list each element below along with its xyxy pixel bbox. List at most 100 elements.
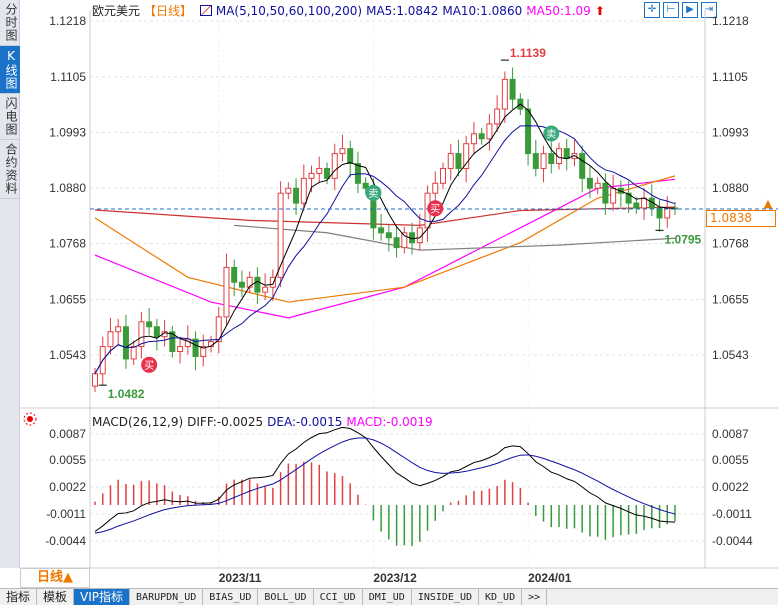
sidebar-tab-contract-info[interactable]: 合约资料 <box>0 140 20 199</box>
sell-signal-icon <box>543 125 560 142</box>
candle-body <box>169 331 176 353</box>
candle-body <box>254 276 261 293</box>
candle-body <box>440 167 446 184</box>
crosshair-icon[interactable]: ✛ <box>644 2 660 18</box>
candle-body <box>107 331 114 348</box>
price-tick-left: 1.0655 <box>49 293 86 307</box>
candle-body <box>378 227 385 234</box>
candle-body <box>146 321 153 328</box>
candle-body <box>200 346 207 357</box>
candle-body <box>656 207 663 219</box>
indicator-tab[interactable]: CCI_UD <box>314 589 363 605</box>
candle-body <box>262 286 269 293</box>
indicator-tab[interactable]: BARUPDN_UD <box>130 589 204 605</box>
kline-chart[interactable]: 1.1218 1.1218 1.1105 1.1105 1.0993 1.0993 1.08… <box>0 0 778 588</box>
symbol-name: 欧元美元 <box>92 4 141 18</box>
diff-value: DIFF:-0.0025 <box>187 415 264 429</box>
candle-body <box>494 108 501 125</box>
price-tick-left: 1.0543 <box>49 348 86 362</box>
indicator-tab[interactable]: 指标 <box>0 589 38 605</box>
candle-body <box>556 148 562 165</box>
candle-body <box>122 326 129 360</box>
candle-body <box>246 276 253 288</box>
macd-tick-left: 0.0022 <box>49 480 86 494</box>
price-tick-right: 1.0768 <box>712 237 749 251</box>
current-price-label: 1.0838 <box>706 210 776 227</box>
macd-tick-right: 0.0022 <box>712 480 749 494</box>
buy-signal-icon <box>141 356 158 373</box>
candle-body <box>238 281 245 288</box>
candle-body <box>192 338 199 357</box>
period-button[interactable]: 日线▲ <box>20 568 90 588</box>
signal-label: 买 <box>144 360 154 372</box>
macd-tick-right: -0.0044 <box>712 534 753 548</box>
candle-body <box>401 232 408 249</box>
price-tick-right: 1.0880 <box>712 181 749 195</box>
chart-toolbar: ✛ ⊢ ▶ ⇥ <box>644 2 717 18</box>
indicator-tab[interactable]: VIP指标 <box>74 589 131 605</box>
indicator-tab[interactable]: INSIDE_UD <box>412 589 479 605</box>
indicator-tab[interactable]: BIAS_UD <box>203 589 259 605</box>
ma-line-ma50 <box>94 178 676 319</box>
indicator-tab[interactable]: 模板 <box>37 589 75 605</box>
price-tick-left: 1.0768 <box>49 237 86 251</box>
candle-body <box>610 187 617 204</box>
ma10-line <box>94 125 676 375</box>
candle-body <box>548 153 555 165</box>
indicator-tab[interactable]: DMI_UD <box>363 589 412 605</box>
candle-body <box>447 153 454 169</box>
candle-body <box>300 177 307 204</box>
candle-body <box>316 167 323 174</box>
price-tick-left: 1.0993 <box>49 125 86 139</box>
price-annotation: 1.1139 <box>510 46 546 60</box>
indicator-tab[interactable]: >> <box>522 589 548 605</box>
candle-body <box>362 182 369 189</box>
diff-line <box>94 426 676 532</box>
candle-body <box>532 153 539 169</box>
indicator-tab[interactable]: KD_UD <box>479 589 523 605</box>
ma50-value: MA50:1.09 <box>526 4 591 18</box>
sidebar-tab-flash[interactable]: 闪电图 <box>0 94 20 140</box>
price-up-marker-icon: ▲ <box>764 197 773 210</box>
candle-body <box>563 148 570 160</box>
dea-line <box>94 437 676 534</box>
macd-label: MACD(26,12,9) <box>92 415 184 429</box>
candle-body <box>486 123 493 140</box>
sidebar-tab-timeshare[interactable]: 分时图 <box>0 0 20 46</box>
candle-body <box>579 153 586 179</box>
price-annotation: 1.0795 <box>665 232 702 246</box>
sidebar-tab-kline[interactable]: K线图 <box>0 46 20 94</box>
candle-body <box>393 237 400 249</box>
date-label: 2023/11 <box>219 571 262 585</box>
candle-body <box>277 192 284 278</box>
candle-body <box>648 197 655 209</box>
candle-body <box>115 326 122 333</box>
date-label: 2024/01 <box>528 571 572 585</box>
candle-body <box>324 167 330 179</box>
candle-body <box>641 197 648 209</box>
chart-header: 欧元美元 【日线】 MA(5,10,50,60,100,200) MA5:1.084… <box>92 2 609 19</box>
price-tick-right: 1.1218 <box>712 14 749 28</box>
period-label: 【日线】 <box>144 4 193 18</box>
zoom-range-icon[interactable]: ⊢ <box>663 2 679 18</box>
arrow-up-icon: ⬆ <box>594 4 605 18</box>
candle-body <box>478 133 485 140</box>
candle-body <box>269 276 276 288</box>
ma-line-ma60 <box>94 175 676 303</box>
candle-body <box>455 153 462 169</box>
macd-tick-right: -0.0011 <box>712 507 752 521</box>
candle-body <box>470 133 477 145</box>
play-icon[interactable]: ▶ <box>682 2 698 18</box>
candle-body <box>602 182 609 204</box>
candle-body <box>625 192 632 204</box>
candle-body <box>231 266 238 283</box>
indicator-tab[interactable]: BOLL_UD <box>258 589 314 605</box>
candle-body <box>594 182 601 189</box>
sell-signal-icon <box>365 184 382 201</box>
date-label: 2023/12 <box>373 571 417 585</box>
candle-body <box>385 232 392 239</box>
price-tick-left: 1.1105 <box>50 70 86 84</box>
exit-icon[interactable]: ⇥ <box>701 2 717 18</box>
price-tick-right: 1.0543 <box>712 348 749 362</box>
ma-line-ma100 <box>94 206 676 226</box>
